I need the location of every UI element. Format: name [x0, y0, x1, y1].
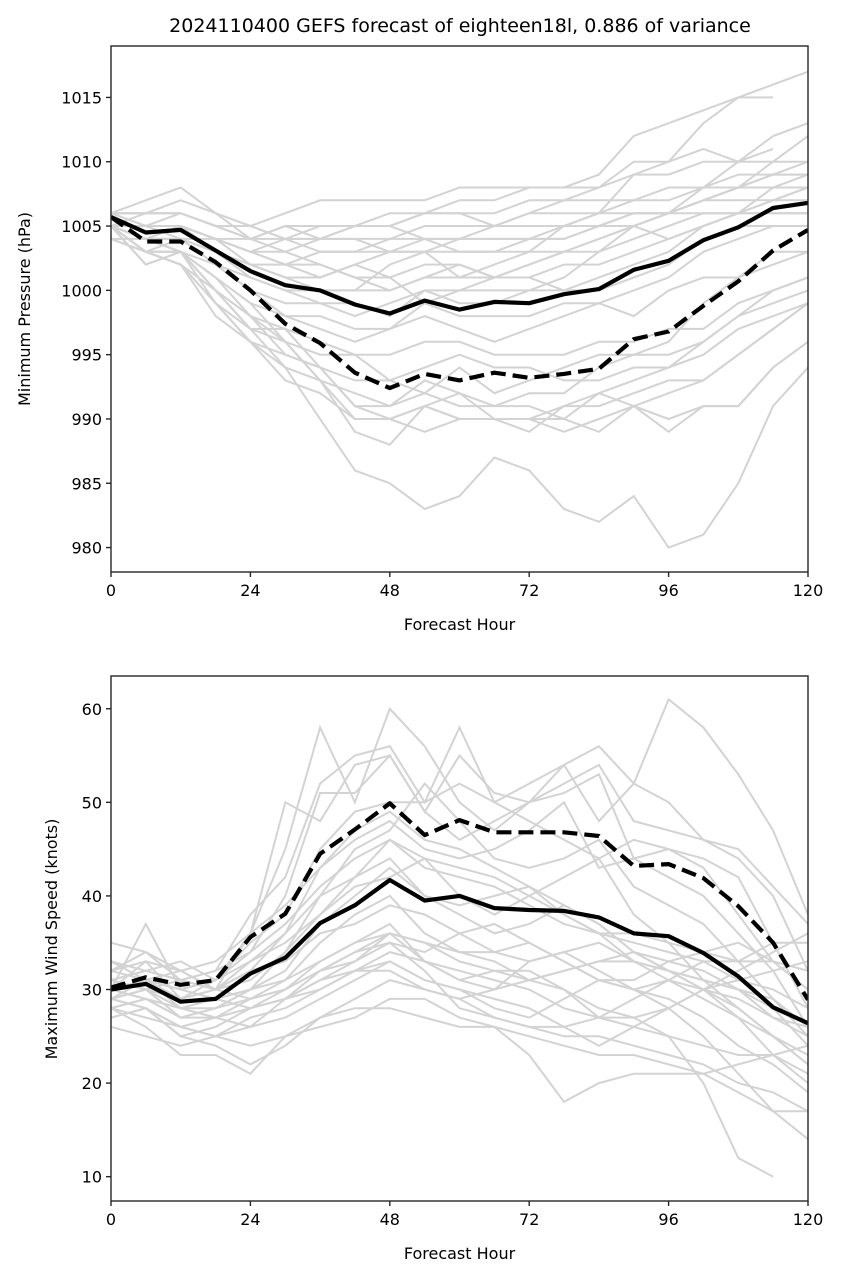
wind-member-line-0 — [111, 697, 808, 991]
chart-title: 2024110400 GEFS forecast of eighteen18l,… — [169, 15, 751, 37]
wind-y-tick-label: 30 — [82, 981, 102, 1000]
pressure-member-line-4 — [111, 173, 808, 253]
wind-x-tick-label: 72 — [519, 1210, 539, 1229]
pressure-ensemble-mean-line — [111, 200, 808, 316]
pressure-y-tick-label: 995 — [71, 346, 102, 365]
wind-y-ticks: 10 20 30 40 50 60 — [82, 700, 111, 1187]
pressure-x-label: Forecast Hour — [404, 615, 516, 634]
wind-member-line-11 — [111, 932, 808, 1066]
wind-member-line-22 — [111, 857, 808, 1010]
wind-x-label: Forecast Hour — [404, 1244, 516, 1263]
wind-member-line-3 — [111, 753, 808, 1009]
wind-member-line-8 — [111, 866, 808, 1084]
pressure-x-tick-label: 120 — [793, 581, 824, 600]
wind-member-line-27 — [111, 960, 808, 1028]
pressure-y-tick-label: 1010 — [61, 153, 102, 172]
pressure-member-line-28 — [111, 135, 808, 240]
pressure-x-tick-label: 72 — [519, 581, 539, 600]
pressure-member-line-27 — [111, 70, 808, 292]
pressure-y-tick-label: 980 — [71, 539, 102, 558]
wind-y-tick-label: 60 — [82, 700, 102, 719]
wind-ensemble-mean-line — [111, 877, 808, 1026]
wind-y-label: Maximum Wind Speed (knots) — [42, 819, 61, 1060]
wind-member-line-21 — [111, 810, 808, 1028]
wind-y-tick-label: 10 — [82, 1168, 102, 1187]
wind-x-tick-label: 48 — [380, 1210, 400, 1229]
pressure-y-tick-label: 1015 — [61, 88, 102, 107]
pressure-member-line-13 — [111, 225, 808, 343]
pressure-x-tick-label: 24 — [240, 581, 260, 600]
pressure-member-line-14 — [111, 237, 808, 356]
pressure-member-line-18 — [111, 237, 808, 421]
wind-y-tick-label: 20 — [82, 1074, 102, 1093]
pressure-x-tick-label: 0 — [106, 581, 116, 600]
pressure-y-tick-label: 1005 — [61, 217, 102, 236]
wind-y-tick-label: 50 — [82, 793, 102, 812]
pressure-member-line-21 — [111, 225, 808, 446]
pressure-panel: 0 24 48 72 96 120 980 985 990 995 1000 1005 1010 101… — [15, 45, 823, 634]
wind-member-line-14 — [111, 932, 808, 1019]
pressure-x-tick-label: 96 — [658, 581, 678, 600]
pressure-member-line-26 — [111, 122, 808, 305]
pressure-y-tick-label: 1000 — [61, 281, 102, 300]
wind-axes-frame — [110, 675, 809, 1202]
pressure-y-label: Minimum Pressure (hPa) — [15, 212, 34, 406]
wind-member-line-4 — [111, 782, 808, 1001]
wind-member-line-17 — [111, 1007, 808, 1104]
pressure-member-line-23 — [111, 225, 808, 433]
wind-member-line-24 — [111, 932, 808, 1047]
wind-weighted-mean-line — [111, 801, 808, 1001]
wind-members — [111, 697, 808, 1178]
wind-member-line-18 — [111, 997, 808, 1113]
wind-y-tick-label: 40 — [82, 887, 102, 906]
pressure-x-ticks: 0 24 48 72 96 120 — [106, 572, 823, 600]
pressure-member-line-2 — [111, 96, 774, 240]
wind-x-tick-label: 96 — [658, 1210, 678, 1229]
wind-series — [111, 801, 808, 1026]
wind-x-tick-label: 120 — [793, 1210, 824, 1229]
pressure-member-line-0 — [111, 160, 808, 228]
pressure-y-ticks: 980 985 990 995 1000 1005 1010 1015 — [61, 88, 111, 558]
pressure-axes-frame — [110, 45, 809, 573]
wind-member-line-12 — [111, 960, 808, 1047]
pressure-member-line-20 — [111, 237, 808, 433]
pressure-series — [111, 200, 808, 391]
pressure-y-tick-label: 985 — [71, 474, 102, 493]
wind-x-tick-label: 24 — [240, 1210, 260, 1229]
wind-member-line-20 — [111, 857, 808, 1056]
wind-x-tick-label: 0 — [106, 1210, 116, 1229]
wind-member-line-19 — [111, 960, 808, 1094]
pressure-member-line-22 — [111, 225, 808, 549]
wind-member-line-1 — [111, 725, 808, 982]
pressure-x-tick-label: 48 — [380, 581, 400, 600]
wind-member-line-23 — [111, 838, 808, 982]
pressure-member-line-19 — [111, 225, 808, 421]
wind-x-ticks: 0 24 48 72 96 120 — [106, 1201, 823, 1229]
pressure-weighted-mean-line — [111, 215, 808, 391]
pressure-member-line-15 — [111, 225, 808, 382]
pressure-y-tick-label: 990 — [71, 410, 102, 429]
